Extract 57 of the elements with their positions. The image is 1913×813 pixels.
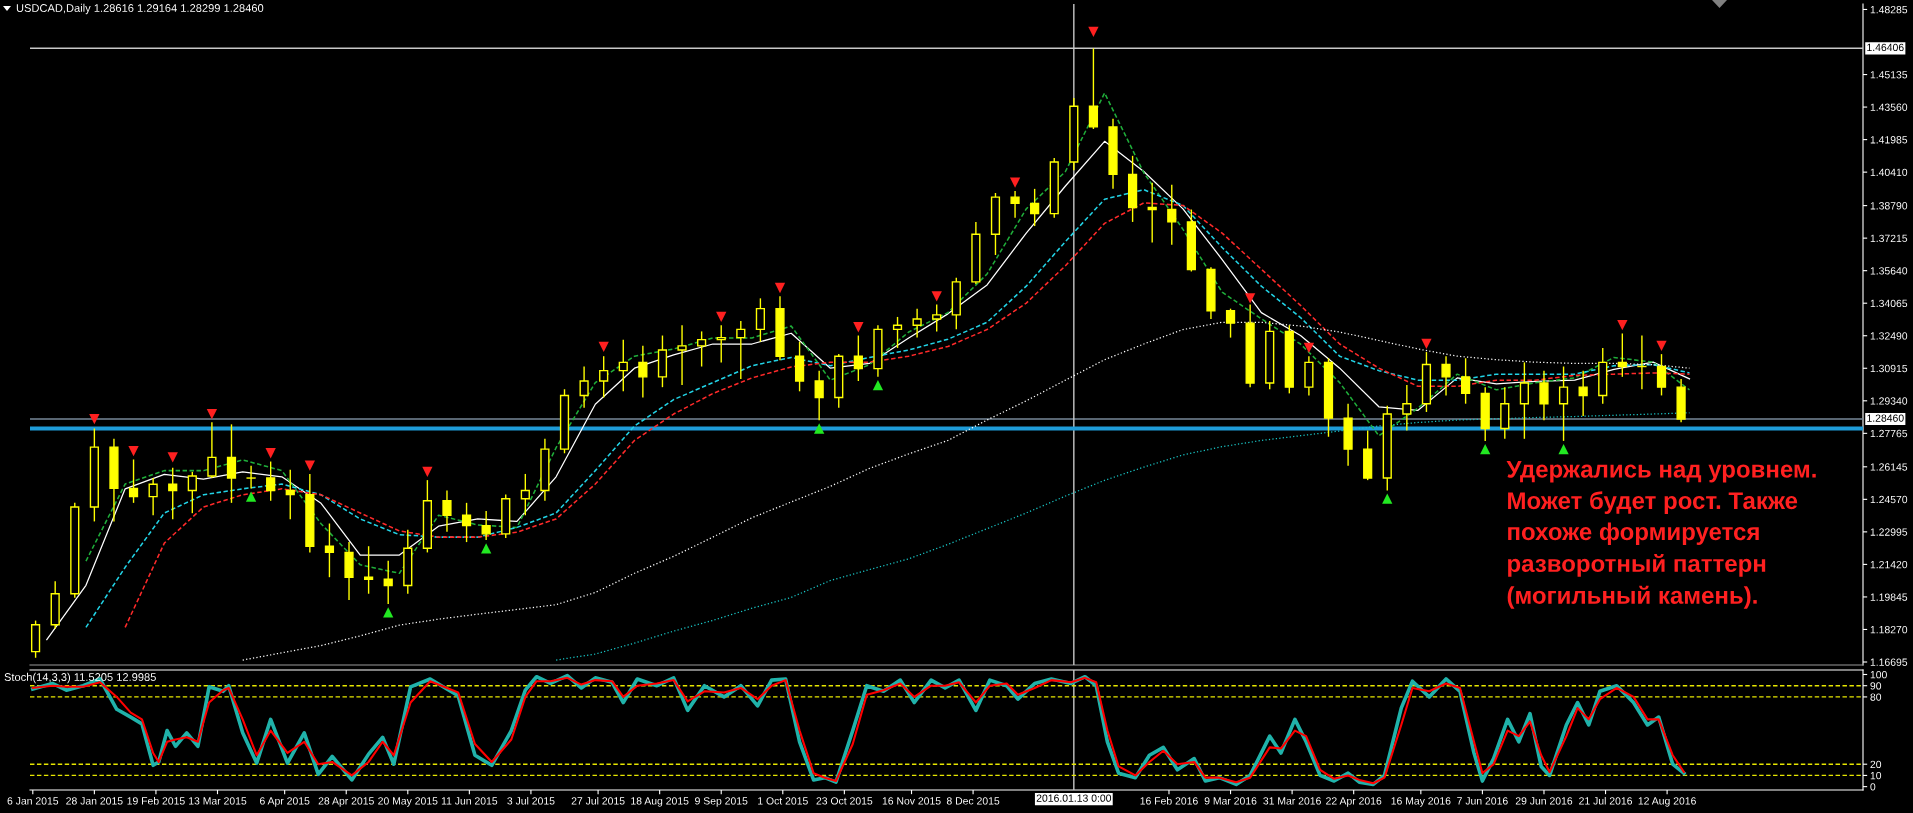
x-tick-label: 6 Apr 2015 [260, 797, 310, 807]
y-tick-label: 1.35640 [1870, 267, 1908, 275]
y-tick-label: 1.19845 [1870, 593, 1908, 601]
y-tick-label: 100 [1870, 670, 1887, 679]
x-tick-label: 23 Oct 2015 [816, 797, 873, 805]
x-tick-label: 29 Jun 2016 [1515, 797, 1573, 805]
x-tick-label: 31 Mar 2016 [1263, 797, 1321, 805]
x-tick-label: 16 Nov 2015 [882, 797, 941, 805]
x-tick-label: 7 Jun 2016 [1457, 797, 1508, 805]
x-tick-label: 22 Apr 2016 [1326, 797, 1382, 807]
x-tick-label: 13 Mar 2015 [189, 797, 247, 805]
x-tick-label: 8 Dec 2015 [946, 797, 1000, 805]
y-tick-label: 20 [1870, 760, 1882, 769]
y-tick-label: 1.43560 [1870, 103, 1908, 111]
x-tick-label: 21 Jul 2016 [1579, 796, 1633, 805]
y-tick-label: 90 [1870, 682, 1882, 690]
x-tick-label: 16 Feb 2016 [1140, 796, 1198, 805]
y-tick-label: 1.26145 [1870, 463, 1908, 471]
x-tick-label: 9 Mar 2016 [1204, 797, 1257, 805]
y-tick-label: 1.16695 [1870, 658, 1908, 666]
x-tick-label: 12 Aug 2016 [1638, 797, 1696, 807]
y-tick-label: 1.48285 [1870, 5, 1908, 14]
y-tick-label: 1.40410 [1870, 168, 1908, 177]
y-tick-label: 1.38790 [1870, 202, 1908, 210]
annotation: Удержались над уровнем. Может будет рост. Также похоже формируется разворотный паттерн (могильный камень). [1506, 460, 1816, 609]
ref-line-label: 1.28460 [1867, 414, 1904, 422]
y-tick-label: 1.41985 [1870, 136, 1908, 144]
y-tick-label: 1.18270 [1870, 625, 1908, 634]
x-tick-label: 6 Jan 2015 [7, 797, 59, 805]
y-tick-label: 1.24570 [1870, 495, 1908, 504]
ref-line-label: 1.46406 [1867, 43, 1904, 52]
x-tick-label: 28 Apr 2015 [318, 797, 374, 807]
x-tick-label: 20 May 2015 [378, 797, 438, 807]
x-tick-label: 19 Feb 2015 [127, 796, 185, 805]
y-tick-label: 1.27765 [1870, 429, 1908, 438]
y-tick-label: 1.34065 [1870, 299, 1908, 308]
x-tick-label: 3 Jul 2015 [507, 796, 555, 805]
y-tick-label: 80 [1870, 693, 1882, 701]
y-tick-label: 1.30915 [1870, 364, 1908, 373]
x-tick-label: 1 Oct 2015 [758, 797, 808, 805]
chart-title: Stoch(14,3,3) 11.5205 12.9985 [4, 672, 156, 684]
y-tick-label: 0 [1870, 783, 1876, 791]
y-tick-label: 1.37215 [1870, 234, 1908, 243]
y-tick-label: 1.32490 [1870, 332, 1908, 340]
chart-title: USDCAD,Daily 1.28616 1.29164 1.28299 1.28460 [16, 3, 264, 15]
x-tick-label: 28 Jan 2015 [66, 797, 123, 805]
x-tick-label: 16 May 2016 [1391, 797, 1451, 807]
x-tick-label: 9 Sep 2015 [695, 797, 748, 807]
y-tick-label: 1.22995 [1870, 528, 1908, 536]
y-tick-label: 1.45135 [1870, 71, 1908, 79]
x-tick-label: 11 Jun 2015 [441, 797, 498, 805]
y-tick-label: 1.29340 [1870, 397, 1908, 405]
y-tick-label: 1.21420 [1870, 560, 1908, 569]
x-tick-label: 18 Aug 2015 [631, 797, 689, 807]
y-tick-label: 10 [1870, 771, 1882, 780]
ref-line-label: 2016.01.13 0:00 [1036, 794, 1112, 802]
x-tick-label: 27 Jul 2015 [571, 796, 625, 805]
